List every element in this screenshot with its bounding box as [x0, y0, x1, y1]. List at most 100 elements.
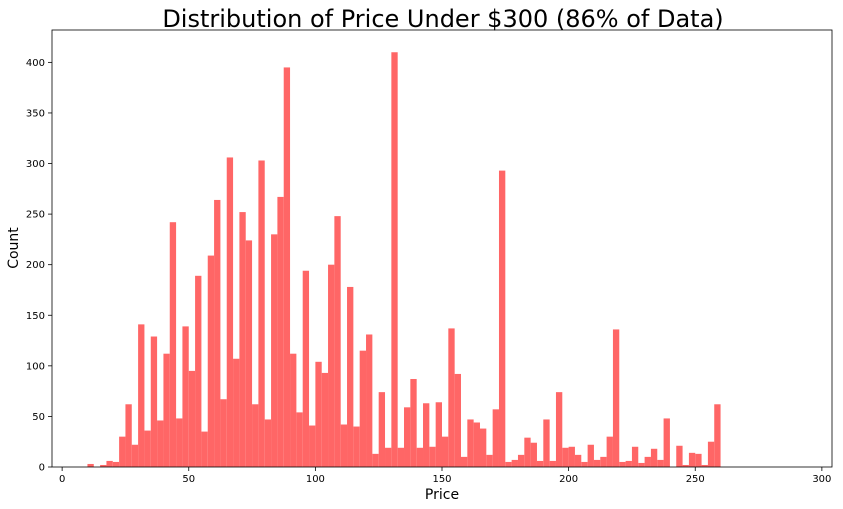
y-tick-label: 50 [32, 412, 45, 423]
histogram-bar [169, 222, 177, 467]
histogram-bar [638, 462, 645, 467]
histogram-bar [112, 461, 120, 467]
histogram-bar [359, 350, 367, 467]
histogram-bar [619, 461, 626, 467]
histogram-bar [340, 424, 348, 467]
histogram-bar [106, 460, 113, 467]
histogram-bar [125, 404, 132, 467]
histogram-bar [315, 361, 322, 467]
y-axis-ticks: 0 50 100 150 200 250 300 350 400 [26, 58, 52, 474]
histogram-bar [581, 461, 588, 467]
histogram-bar [568, 446, 575, 467]
histogram-bar [404, 407, 411, 467]
x-tick-label: 300 [812, 474, 831, 485]
histogram-bar [214, 199, 221, 467]
y-tick-label: 400 [26, 58, 45, 69]
histogram-bar [252, 404, 259, 467]
histogram-bar [277, 196, 284, 467]
histogram-bar [372, 453, 379, 467]
histogram-bar [271, 234, 278, 467]
histogram-bar [530, 442, 537, 467]
histogram-bar [163, 353, 170, 467]
histogram-bar [321, 372, 329, 467]
histogram-bar [385, 447, 392, 467]
histogram-bar [150, 336, 158, 467]
histogram-bar [701, 464, 708, 467]
histogram-bar [207, 255, 215, 467]
histogram-bar [486, 454, 493, 467]
y-tick-label: 300 [26, 159, 45, 170]
x-tick-label: 150 [432, 474, 451, 485]
histogram-bar [688, 452, 696, 467]
histogram-bar [612, 329, 620, 467]
histogram-bar [682, 464, 689, 467]
histogram-bar [429, 446, 436, 467]
histogram-bar [245, 240, 253, 467]
histogram-bar [511, 459, 518, 467]
histogram-bar [258, 160, 265, 468]
histogram-bar [695, 453, 702, 467]
x-axis-ticks: 0 50 100 150 200 250 300 [59, 467, 831, 485]
histogram-bar [473, 422, 480, 467]
histogram-bar [454, 373, 461, 467]
histogram-bar [492, 409, 499, 467]
histogram-bar [347, 286, 354, 467]
histogram-bar [593, 459, 601, 467]
histogram-bar [676, 445, 683, 467]
histogram-bar [397, 447, 405, 467]
x-tick-label: 100 [306, 474, 325, 485]
y-tick-label: 200 [26, 260, 45, 271]
x-tick-label: 0 [59, 474, 65, 485]
histogram-bar [296, 412, 303, 468]
histogram-bar [366, 334, 373, 467]
histogram-bar [536, 460, 544, 467]
histogram-bar [334, 216, 341, 467]
histogram-bar [144, 430, 151, 467]
histogram-bar [220, 399, 227, 467]
histogram-bar [391, 52, 398, 467]
histogram-bar [644, 456, 651, 467]
histogram-bar [543, 419, 550, 467]
histogram-bar [505, 461, 512, 467]
histogram-bar [555, 392, 563, 467]
histogram-bar [423, 403, 430, 467]
histogram-bar [182, 326, 189, 467]
histogram-bar [524, 437, 531, 467]
histogram-bar [625, 460, 632, 467]
histogram-bar [309, 425, 316, 467]
chart-title: Distribution of Price Under $300 (86% of… [162, 5, 723, 33]
histogram-bar [587, 444, 594, 467]
histogram-bar [264, 419, 272, 467]
histogram-bar [131, 444, 139, 467]
histogram-bar [416, 447, 424, 467]
histogram-bar [479, 428, 487, 467]
histogram-bar [188, 370, 196, 467]
histogram-bar [87, 463, 94, 467]
y-tick-label: 350 [26, 108, 45, 119]
histogram-bar [517, 454, 525, 467]
histogram-bar [498, 170, 506, 468]
histogram-bar [176, 418, 183, 467]
histogram-bar [650, 448, 658, 467]
histogram-bar [562, 447, 569, 467]
histogram-bar [378, 392, 386, 467]
x-axis-label: Price [425, 487, 459, 503]
histogram-bar [353, 426, 360, 467]
histogram-bar [233, 358, 240, 467]
y-tick-label: 250 [26, 210, 45, 221]
histogram-bar [100, 464, 107, 467]
histogram-bar [448, 328, 455, 467]
histogram-bar [460, 456, 468, 467]
histogram-bar [157, 420, 164, 467]
histogram-bar [328, 264, 335, 467]
histogram-bar [657, 459, 664, 467]
histogram-bar [663, 418, 670, 467]
y-tick-label: 100 [26, 361, 45, 372]
histogram-bar [410, 378, 417, 467]
histogram-bar [239, 212, 246, 467]
y-tick-label: 150 [26, 311, 45, 322]
x-tick-label: 250 [686, 474, 705, 485]
histogram-bar [302, 270, 310, 467]
histogram-bar [226, 157, 234, 467]
histogram-bar [467, 419, 474, 467]
